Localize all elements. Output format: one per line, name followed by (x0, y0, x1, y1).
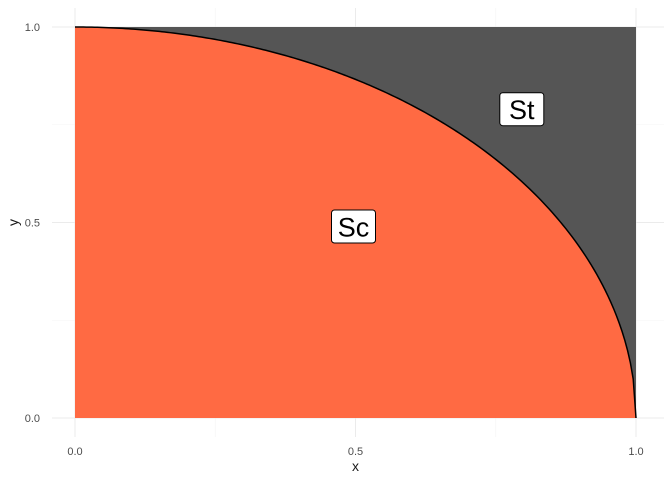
label-text: St (509, 95, 535, 125)
region-label-st: St (499, 92, 545, 127)
label-box (331, 209, 376, 244)
x-tick-label: 0.5 (348, 446, 363, 458)
region-labels: Sc St (331, 92, 545, 244)
label-box (499, 92, 545, 127)
y-tick-label: 0.5 (25, 218, 40, 230)
x-tick-label: 0.0 (67, 446, 82, 458)
tick-labels: 0.0 0.5 1.0 0.0 0.5 1.0 (25, 22, 644, 458)
y-tick-label: 0.0 (25, 413, 40, 425)
x-tick-label: 1.0 (628, 446, 643, 458)
boundary-curve (75, 26, 637, 419)
y-axis-title: y (5, 219, 21, 226)
label-text: Sc (338, 213, 370, 243)
region-label-sc: Sc (331, 209, 376, 244)
y-tick-label: 1.0 (25, 22, 40, 34)
x-axis-title: x (352, 458, 359, 474)
